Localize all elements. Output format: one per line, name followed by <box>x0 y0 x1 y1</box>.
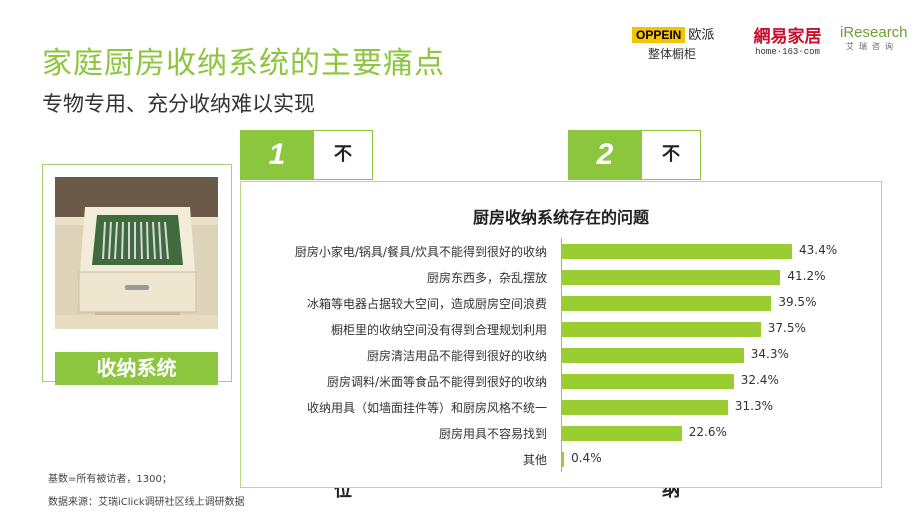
bar-value-label: 39.5% <box>778 295 817 309</box>
kitchen-drawer-photo <box>55 177 218 329</box>
sample-base-note: 基数=所有被访者，1300； <box>48 474 172 485</box>
netease-home-logo: 網易家居 home·163·com <box>753 27 822 57</box>
category-label: 冰箱等电器占据较大空间，造成厨房空间浪费 <box>306 297 547 311</box>
chart-panel: 厨房收纳系统存在的问题 厨房小家电/锅具/餐具/炊具不能得到很好的收纳 43.4%… <box>240 181 882 488</box>
bar-value-label: 0.4% <box>571 451 602 465</box>
tab-number: 2 <box>568 130 642 180</box>
bar <box>562 452 565 467</box>
bar <box>562 426 682 441</box>
category-label: 橱柜里的收纳空间没有得到合理规划利用 <box>330 323 547 337</box>
tab-label: 不能实现充分收纳 <box>642 130 701 501</box>
bar-value-label: 22.6% <box>688 425 727 439</box>
storage-system-panel: 收纳系统 <box>42 164 232 385</box>
storage-system-badge: 收纳系统 <box>55 352 218 385</box>
chart-title: 厨房收纳系统存在的问题 <box>472 208 649 227</box>
category-label: 厨房清洁用品不能得到很好的收纳 <box>366 349 547 363</box>
page-title: 家庭厨房收纳系统的主要痛点 <box>42 46 445 81</box>
bar-value-label: 31.3% <box>734 399 773 413</box>
bar-value-label: 37.5% <box>767 321 806 335</box>
category-label: 厨房东西多，杂乱摆放 <box>426 271 547 285</box>
oppein-logo: OPPEIN 欧派 整体橱柜 <box>632 24 732 62</box>
bar <box>562 296 772 311</box>
bar <box>562 374 734 389</box>
bar <box>562 322 761 337</box>
category-axis-line <box>561 238 562 472</box>
page-subtitle: 专物专用、充分收纳难以实现 <box>42 92 315 116</box>
tab-number: 1 <box>240 130 314 180</box>
bar <box>562 400 728 415</box>
category-label: 厨房调料/米面等食品不能得到很好的收纳 <box>326 375 547 389</box>
iresearch-logo: iResearch 艾瑞咨询 <box>840 24 908 51</box>
bar-value-label: 34.3% <box>750 347 789 361</box>
category-label: 其他 <box>522 453 547 467</box>
tab-label: 不能实现专物专位 <box>314 130 373 501</box>
data-source-note: 数据来源：艾瑞iClick调研社区线上调研数据 <box>48 497 245 508</box>
category-label: 厨房小家电/锅具/餐具/炊具不能得到很好的收纳 <box>294 245 547 259</box>
bar-value-label: 43.4% <box>799 243 838 257</box>
bar <box>562 348 744 363</box>
category-label: 厨房用具不容易找到 <box>438 427 547 441</box>
category-label: 收纳用具（如墙面挂件等）和厨房风格不统一 <box>306 401 547 415</box>
bar <box>562 244 793 259</box>
bar <box>562 270 781 285</box>
bar-value-label: 32.4% <box>740 373 779 387</box>
bar-value-label: 41.2% <box>787 269 826 283</box>
